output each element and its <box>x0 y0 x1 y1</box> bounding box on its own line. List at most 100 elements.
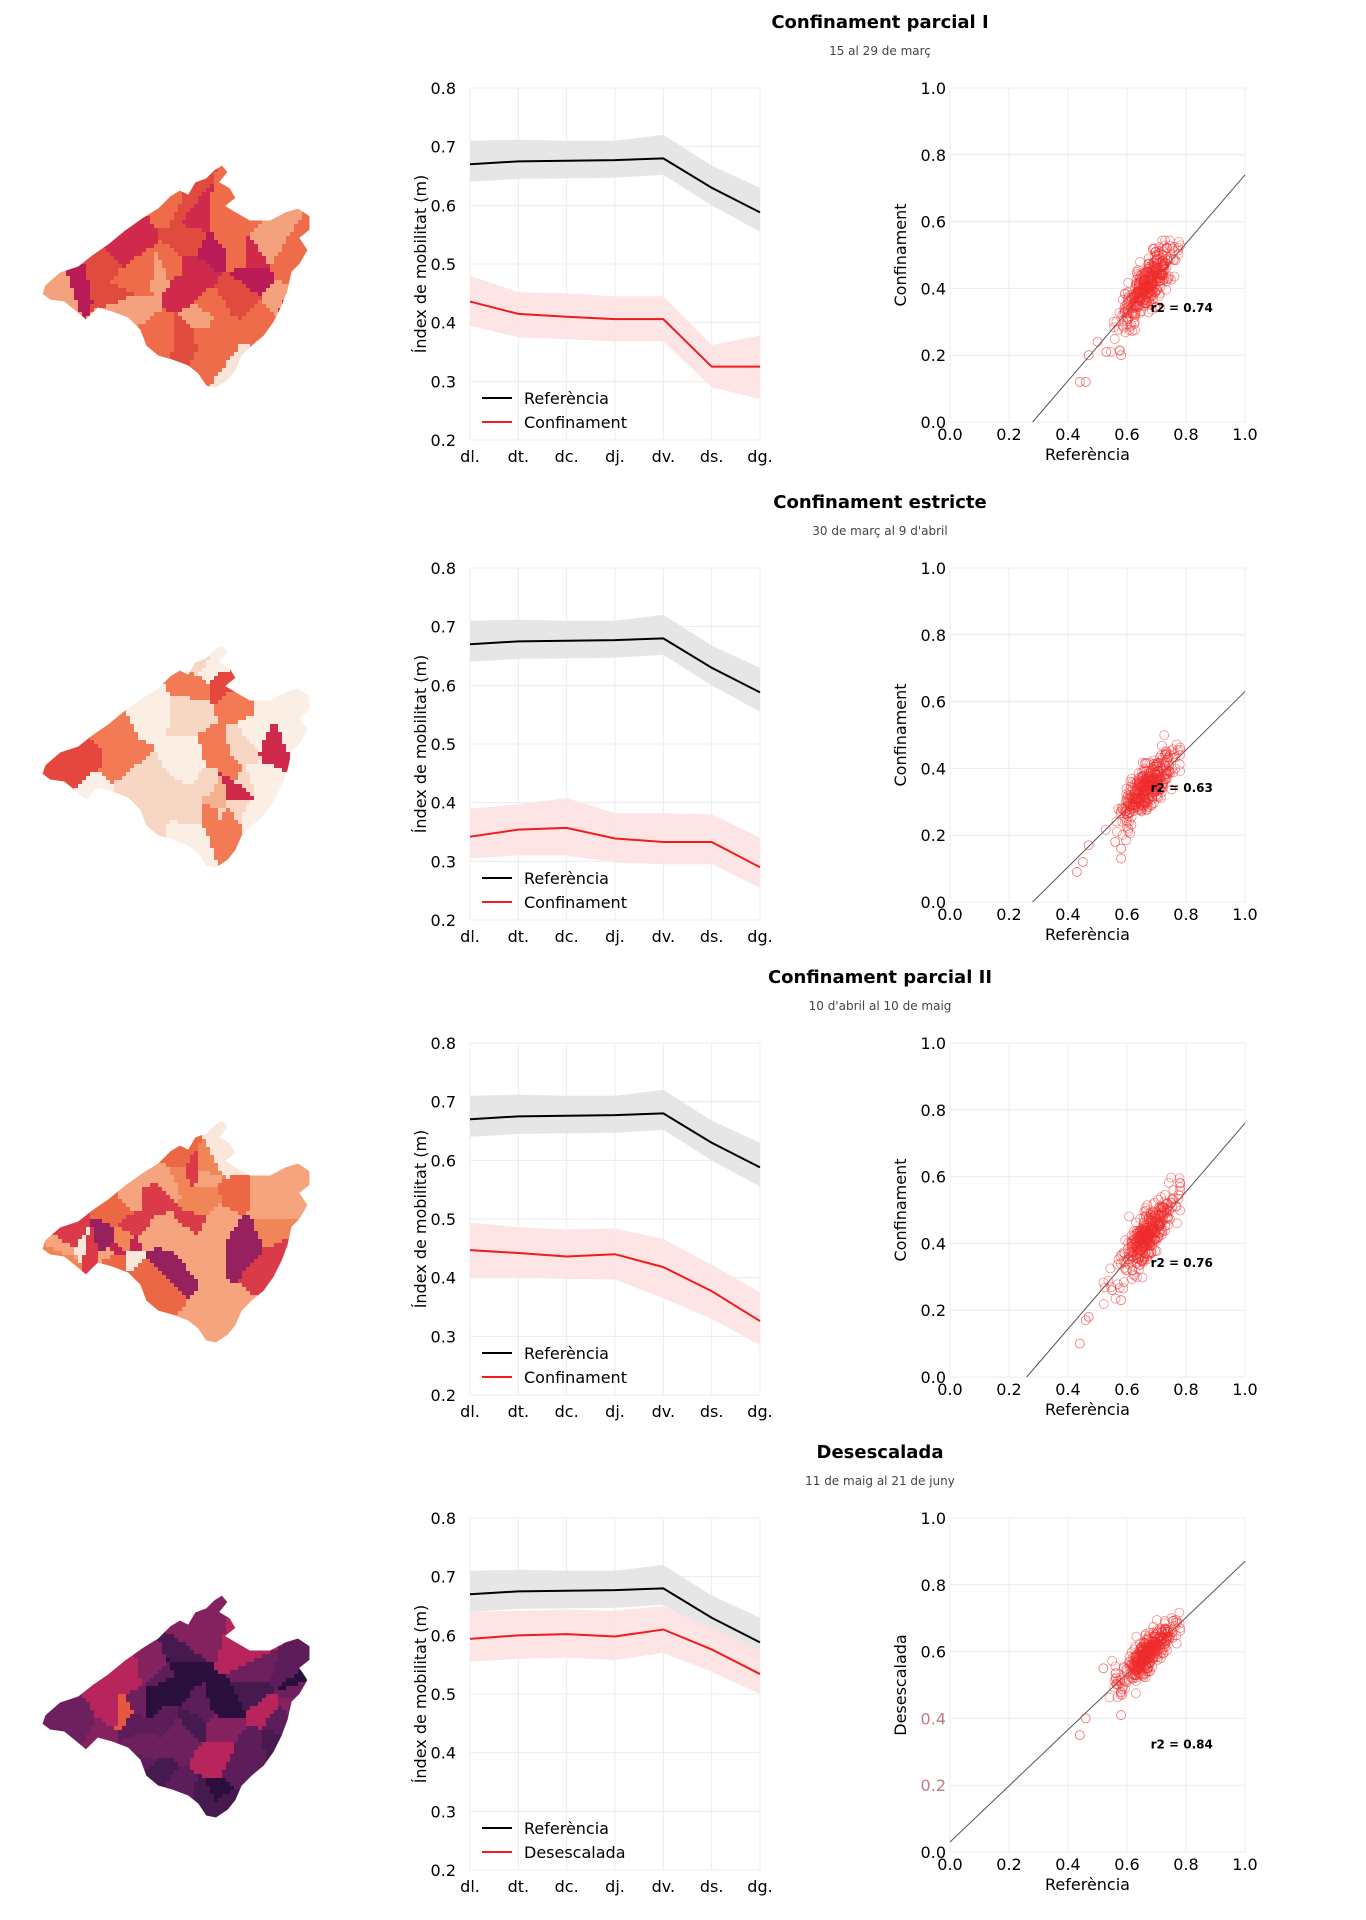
y-tick-label: 1.0 <box>921 79 946 98</box>
scatter-point <box>1151 1246 1162 1257</box>
scatter-point <box>1154 757 1164 768</box>
x-axis-label: Referència <box>1045 445 1130 464</box>
y-tick-label: 0.0 <box>921 1368 946 1387</box>
x-tick-label: 1.0 <box>1232 1855 1257 1874</box>
scatter-point <box>1135 1668 1146 1679</box>
y-tick-label: 0.6 <box>921 1643 946 1662</box>
island-outline <box>41 644 311 869</box>
x-tick-label: 0.4 <box>1055 1380 1080 1399</box>
scatter-point <box>1153 273 1164 284</box>
scatter-point <box>1109 1676 1120 1687</box>
y-tick-label: 0.2 <box>431 911 456 930</box>
scatter-point <box>1161 746 1172 757</box>
scatter-points <box>1074 1172 1186 1349</box>
scatter-point <box>1122 319 1132 330</box>
scatter-point <box>1117 310 1128 321</box>
scatter-point <box>1116 1295 1127 1306</box>
scatter-point <box>1129 1662 1140 1673</box>
scatter-point <box>1174 1607 1185 1618</box>
municipalities <box>42 1595 310 1818</box>
scatter-point <box>1109 334 1120 344</box>
scatter-point <box>1159 240 1170 251</box>
scatter-point <box>1128 298 1139 309</box>
scatter-point <box>1175 1626 1186 1636</box>
y-tick-label: 0.8 <box>431 1509 456 1528</box>
y-tick-label: 0.7 <box>431 618 456 637</box>
scatter-point <box>1158 1202 1168 1213</box>
x-tick-label: dl. <box>460 447 480 466</box>
scatter-point <box>1132 269 1142 279</box>
scatter-point <box>1143 293 1154 304</box>
scatter-point <box>1100 824 1111 835</box>
scatter-point <box>1166 274 1176 285</box>
y-tick-label: 0.4 <box>431 794 456 813</box>
y-tick-label: 0.5 <box>431 735 456 754</box>
scatter-point <box>1149 250 1160 261</box>
scatter-point <box>1173 1194 1184 1204</box>
scatter-point <box>1155 1637 1166 1648</box>
scatter-point <box>1132 1272 1143 1282</box>
x-tick-label: dl. <box>460 1402 480 1421</box>
scatter-point <box>1168 1192 1179 1203</box>
scatter-point <box>1154 1643 1165 1654</box>
scatter-point <box>1143 1228 1154 1239</box>
island-outline <box>41 1119 311 1344</box>
legend-label: Confinament <box>524 893 627 912</box>
panel-1: Confinament parcial I 15 al 29 de març 0.2… <box>0 0 1366 480</box>
x-tick-label: dt. <box>508 447 530 466</box>
y-tick-label: 0.3 <box>431 1327 456 1346</box>
x-tick-label: 0.0 <box>937 425 962 444</box>
scatter-point <box>1143 258 1154 269</box>
y-tick-label: 0.4 <box>921 759 946 778</box>
scatter-point <box>1125 794 1135 805</box>
legend-label: Confinament <box>524 1368 627 1387</box>
x-tick-label: ds. <box>700 1877 724 1896</box>
scatter-point <box>1137 1649 1148 1660</box>
scatter-point <box>1131 1631 1142 1642</box>
scatter-point <box>1136 1643 1146 1654</box>
x-tick-label: dl. <box>460 1877 480 1896</box>
scatter-point <box>1092 336 1103 347</box>
y-tick-label: 1.0 <box>921 559 946 578</box>
scatter-point <box>1137 767 1147 778</box>
scatter-point <box>1139 798 1150 809</box>
scatter-point <box>1156 750 1167 761</box>
y-tick-label: 0.8 <box>921 626 946 645</box>
scatter-point <box>1141 288 1151 299</box>
x-tick-label: 0.6 <box>1114 1380 1139 1399</box>
scatter-point <box>1114 307 1125 318</box>
scatter-point <box>1132 1663 1143 1674</box>
x-tick-label: 0.8 <box>1173 1855 1198 1874</box>
scatter-point <box>1080 1713 1091 1724</box>
scatter-point <box>1175 1178 1186 1189</box>
scatter-point <box>1153 1194 1164 1205</box>
scatter-chart: 0.0 0.2 0.4 0.6 0.8 1.0 0.0 0.2 0.4 0.6 0.8 1.0 Refe… <box>891 559 1258 944</box>
scatter-point <box>1071 867 1082 877</box>
x-tick-label: 0.0 <box>937 1380 962 1399</box>
scatter-point <box>1118 1283 1129 1294</box>
y-tick-label: 0.6 <box>431 1151 456 1170</box>
scatter-point <box>1129 1644 1140 1655</box>
scatter-point <box>1130 299 1141 310</box>
scatter-point <box>1124 1211 1134 1222</box>
scatter-point <box>1083 1311 1094 1322</box>
scatter-point <box>1111 816 1122 827</box>
x-tick-label: dj. <box>605 1402 625 1421</box>
scatter-point <box>1108 316 1119 327</box>
scatter-point <box>1143 784 1154 795</box>
scatter-point <box>1140 1223 1151 1234</box>
scatter-point <box>1115 345 1125 356</box>
scatter-point <box>1134 779 1145 790</box>
legend-label: Desescalada <box>524 1843 626 1862</box>
scatter-point <box>1163 1177 1174 1188</box>
scatter-point <box>1129 1270 1140 1281</box>
scatter-point <box>1146 1247 1157 1258</box>
scatter-point <box>1168 1185 1179 1196</box>
y-tick-label: 0.8 <box>921 146 946 165</box>
panel-title: Desescalada <box>816 1442 944 1463</box>
y-tick-label: 0.2 <box>921 346 946 365</box>
panel-4: Desescalada 11 de maig al 21 de juny 0.2 0.… <box>0 1430 1366 1910</box>
scatter-point <box>1165 746 1176 756</box>
scatter-point <box>1103 1276 1114 1286</box>
scatter-point <box>1120 327 1131 338</box>
